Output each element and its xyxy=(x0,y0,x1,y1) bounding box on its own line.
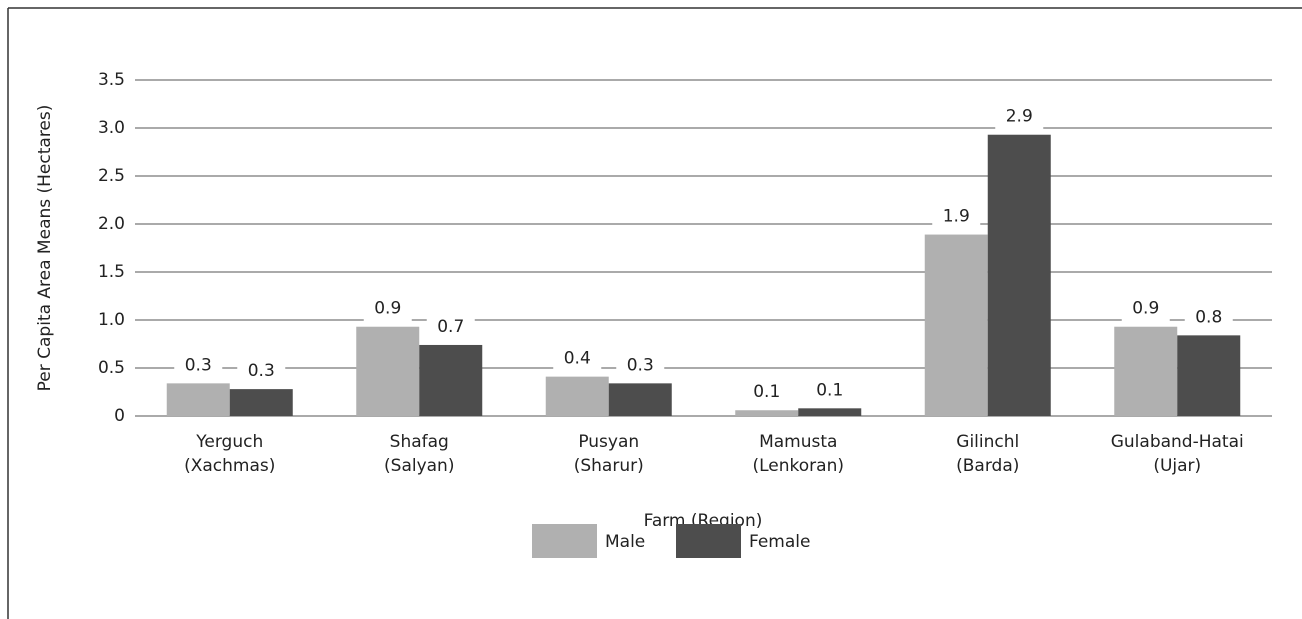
data-label-bg xyxy=(426,314,475,339)
data-label: 1.9 xyxy=(943,207,970,227)
data-label-bg xyxy=(1184,305,1233,330)
y-tick-label: 3.0 xyxy=(98,118,125,138)
y-tick-label: 2.0 xyxy=(98,214,125,234)
y-tick-label: 0.5 xyxy=(98,358,125,378)
data-label-bg xyxy=(174,353,223,378)
x-tick-label: Mamusta (Lenkoran) xyxy=(752,432,845,476)
bar xyxy=(356,326,420,416)
y-tick-label: 2.5 xyxy=(98,166,125,186)
data-label: 0.4 xyxy=(564,349,591,369)
legend-label: Male xyxy=(605,532,645,552)
y-tick-label: 0 xyxy=(114,406,125,426)
bar xyxy=(924,234,988,416)
data-label-bg xyxy=(995,104,1044,129)
data-label: 0.8 xyxy=(1195,307,1222,327)
x-tick-label: Shafag (Salyan) xyxy=(384,432,455,476)
data-label: 0.3 xyxy=(627,355,654,375)
legend-label: Female xyxy=(749,532,810,552)
x-tick-label: Gulaband-Hatai (Ujar) xyxy=(1110,432,1244,476)
data-label-bg xyxy=(932,204,981,229)
x-tick-label: Pusyan (Sharur) xyxy=(573,432,644,476)
y-tick-label: 1.5 xyxy=(98,262,125,282)
data-label: 0.7 xyxy=(437,317,464,337)
data-label: 0.1 xyxy=(816,380,843,400)
data-label-bg xyxy=(742,380,791,405)
data-label: 0.9 xyxy=(1132,299,1159,319)
data-label: 0.3 xyxy=(248,361,275,381)
data-label-bg xyxy=(363,296,412,321)
x-tick-label: Gilinchl (Barda) xyxy=(956,432,1020,476)
bar xyxy=(798,408,862,416)
bar xyxy=(735,410,799,416)
data-label-bg xyxy=(553,346,602,371)
data-label: 0.1 xyxy=(753,382,780,402)
bar xyxy=(166,383,230,416)
bar xyxy=(987,134,1051,416)
bar xyxy=(545,376,609,416)
data-label-bg xyxy=(1121,296,1170,321)
data-label: 0.9 xyxy=(374,299,401,319)
data-label-bg xyxy=(805,378,854,403)
y-tick-label: 1.0 xyxy=(98,310,125,330)
y-axis-title: Per Capita Area Means (Hectares) xyxy=(35,105,55,392)
bar xyxy=(419,344,483,416)
legend-swatch xyxy=(676,524,741,558)
legend-swatch xyxy=(532,524,597,558)
bar xyxy=(608,383,672,416)
data-label: 2.9 xyxy=(1006,107,1033,127)
bar xyxy=(229,389,293,416)
data-label: 0.3 xyxy=(185,355,212,375)
data-label-bg xyxy=(237,359,286,384)
y-tick-label: 3.5 xyxy=(98,70,125,90)
bar xyxy=(1177,335,1241,416)
x-tick-label: Yerguch (Xachmas) xyxy=(184,432,276,476)
data-label-bg xyxy=(616,353,665,378)
bar xyxy=(1114,326,1178,416)
